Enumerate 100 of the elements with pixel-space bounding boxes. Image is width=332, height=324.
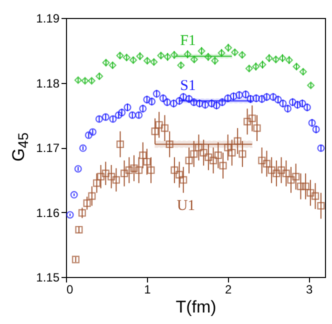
point (75, 226, 83, 234)
point (102, 58, 110, 66)
x-tick-label: 1 (144, 282, 152, 296)
point (292, 62, 300, 70)
point (292, 172, 300, 180)
point (194, 144, 202, 152)
y-tick-label: 1.17 (36, 141, 60, 155)
y-tick-label: 1.15 (36, 270, 60, 284)
point (180, 176, 188, 184)
y-tick-label: 1.19 (36, 12, 60, 26)
point (208, 100, 216, 108)
point (72, 256, 80, 264)
point (108, 172, 116, 180)
point (151, 128, 159, 136)
point (285, 56, 293, 64)
point (296, 182, 304, 190)
point (278, 166, 286, 174)
y-tick-label: 1.18 (36, 76, 60, 90)
point (235, 91, 243, 99)
point (81, 77, 89, 85)
point (299, 68, 307, 76)
point (317, 202, 325, 210)
point (265, 54, 273, 62)
point (272, 170, 280, 178)
point (185, 95, 193, 103)
x-tick-label: 0 (66, 282, 74, 296)
point (196, 100, 204, 108)
point (170, 100, 178, 108)
point (152, 90, 160, 98)
point (66, 211, 74, 219)
point (230, 92, 238, 100)
point (166, 140, 174, 148)
point (306, 189, 314, 197)
point (287, 176, 295, 184)
point (96, 72, 104, 80)
point (252, 62, 260, 70)
point (272, 56, 280, 64)
point (204, 153, 212, 161)
point (282, 170, 290, 178)
point (170, 166, 178, 174)
point (88, 77, 96, 85)
point (245, 64, 253, 72)
point (102, 113, 110, 121)
point (144, 56, 152, 64)
series-label: U1 (176, 198, 196, 214)
point (116, 52, 124, 60)
point (74, 76, 82, 84)
point (176, 170, 184, 178)
point (84, 131, 92, 139)
point (228, 148, 236, 156)
point (112, 176, 120, 184)
point (211, 56, 219, 64)
point (177, 62, 185, 70)
point (184, 50, 192, 58)
point (130, 164, 138, 172)
point (157, 52, 165, 60)
point (253, 124, 261, 132)
point (278, 54, 286, 62)
point (74, 165, 82, 173)
point (204, 53, 212, 61)
point (224, 44, 232, 52)
point (238, 51, 246, 59)
point (102, 170, 110, 178)
point (288, 98, 296, 106)
series-label: S1 (180, 78, 196, 94)
point (95, 115, 103, 123)
point (109, 115, 117, 123)
point (244, 118, 252, 126)
point (155, 121, 163, 129)
point (214, 152, 222, 160)
point (88, 128, 96, 136)
point (79, 144, 87, 152)
point (116, 140, 124, 148)
point (150, 58, 158, 66)
point (136, 52, 144, 60)
point (164, 53, 172, 61)
point (317, 144, 325, 152)
point (234, 137, 242, 145)
point (125, 166, 133, 174)
point (88, 192, 96, 200)
point (258, 156, 266, 164)
point (258, 60, 266, 68)
point (312, 192, 320, 200)
x-tick-label: 3 (306, 282, 313, 296)
point (198, 47, 206, 55)
point (129, 56, 138, 64)
point (78, 209, 86, 217)
point (224, 144, 232, 152)
point (185, 156, 193, 164)
point (190, 150, 198, 158)
x-axis-title: T(fm) (176, 298, 216, 316)
point (147, 166, 155, 174)
point (258, 95, 266, 103)
point (262, 160, 270, 168)
y-tick-label: 1.16 (36, 206, 60, 220)
point (200, 148, 208, 156)
point (92, 179, 101, 187)
point (180, 93, 188, 101)
point (108, 62, 116, 70)
point (219, 162, 227, 170)
